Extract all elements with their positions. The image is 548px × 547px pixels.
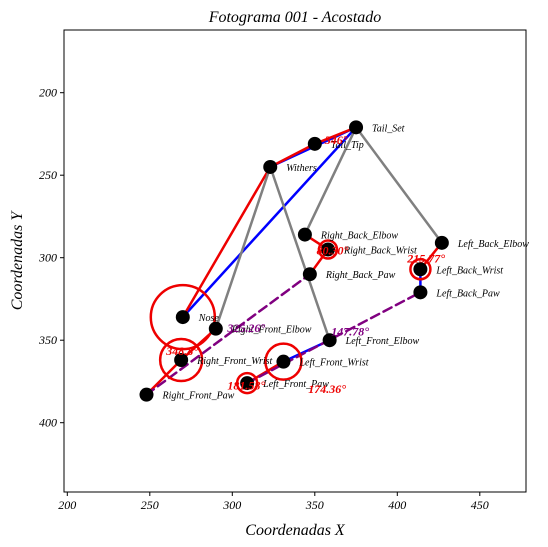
y-tick-label: 200: [39, 86, 57, 100]
connection-withers-left_front_elbow: [269, 165, 331, 342]
x-tick-label: 400: [388, 498, 406, 512]
angle-label-tail_tip: 346°: [324, 133, 348, 147]
keypoint-left_front_elbow: [322, 333, 337, 348]
keypoint-label-right_front_wrist: Right_Front_Wrist: [196, 356, 272, 367]
x-axis-label: Coordenadas X: [245, 522, 346, 539]
connection-nose-tail_set: [181, 126, 358, 319]
keypoint-label-tail_tip: Tail_Tip: [331, 140, 364, 151]
angle-label-left_front_paw: 181.58°: [227, 379, 265, 393]
keypoint-left_front_wrist: [276, 354, 291, 369]
keypoint-tail_set: [349, 120, 364, 135]
y-axis-label: Coordenadas Y: [9, 210, 26, 311]
keypoint-label-withers: Withers: [286, 163, 317, 174]
angle-arc-nose: [149, 283, 217, 351]
y-tick-label: 350: [38, 333, 57, 347]
plot-frame: [63, 29, 527, 493]
keypoint-label-right_front_paw: Right_Front_Paw: [162, 391, 235, 402]
keypoint-left_front_paw: [240, 376, 255, 391]
keypoint-label-nose: Nose: [198, 313, 220, 324]
angle-label-left_front_elbow: 147.78°: [331, 324, 369, 338]
x-tick-label: 300: [222, 498, 241, 512]
keypoint-label-left_back_wrist: Left_Back_Wrist: [435, 265, 503, 276]
angle-arc-left_back_wrist: [409, 258, 432, 281]
angle-label-nose: 348.8°: [165, 344, 198, 358]
connection-tail_set-right_back_elbow: [303, 126, 358, 236]
x-axis-ticks: 200 250 300 350 400 450: [58, 492, 489, 512]
keypoint-label-left_back_paw: Left_Back_Paw: [435, 288, 500, 299]
keypoint-nose: [175, 310, 190, 325]
keypoint-label-tail_set: Tail_Set: [372, 123, 405, 134]
angle-arc-left_front_wrist: [264, 342, 303, 381]
angle-label-left_front_wrist: 174.36°: [308, 382, 346, 396]
keypoint-left_back_paw: [413, 285, 428, 300]
keypoint-right_back_wrist: [321, 242, 335, 257]
keypoint-right_front_wrist: [174, 353, 189, 367]
connection-withers-nose: [181, 165, 272, 319]
keypoint-label-left_front_paw: Left_Front_Paw: [262, 379, 329, 390]
keypoint-right_back_elbow: [297, 227, 312, 242]
keypoint-right_front_paw: [139, 387, 154, 402]
keypoint-right_back_paw: [302, 267, 317, 282]
keypoint-withers: [263, 159, 278, 174]
y-tick-label: 250: [39, 168, 57, 182]
keypoint-label-right_back_wrist: Right_Back_Wrist: [343, 245, 417, 256]
connection-tail_set-left_back_elbow: [354, 126, 444, 245]
keypoint-labels: Tail_Set Tail_Tip Withers Right_Back_Elbow R…: [162, 123, 530, 401]
x-tick-label: 450: [471, 498, 489, 512]
angle-labels: 348.8° 325.26° 147.78° 80.30° 215.77° 346° 181…: [165, 133, 445, 396]
keypoint-label-left_back_elbow: Left_Back_Elbow: [457, 239, 529, 250]
keypoint-label-left_front_wrist: Left_Front_Wrist: [298, 358, 368, 369]
keypoints: [139, 120, 449, 402]
angle-label-right_front_elbow: 325.26°: [226, 321, 265, 335]
keypoint-tail_tip: [307, 136, 322, 151]
angle-arc-right_back_wrist: [317, 239, 339, 260]
keypoint-label-right_front_elbow: Right_Front_Elbow: [231, 325, 312, 336]
connection-withers-right_front_elbow: [214, 165, 272, 330]
keypoint-left_back_wrist: [413, 262, 428, 277]
x-tick-label: 350: [305, 498, 324, 512]
y-axis-ticks: 200 250 300 350 400: [38, 86, 64, 430]
chart-title: Fotograma 001 - Acostado: [208, 9, 382, 26]
angle-arc-right_front_wrist: [158, 337, 204, 383]
x-tick-label: 250: [141, 498, 159, 512]
keypoint-right_front_elbow: [208, 321, 223, 336]
keypoint-left_back_elbow: [434, 235, 449, 250]
y-tick-label: 400: [39, 416, 57, 430]
angle-label-left_back_wrist: 215.77°: [406, 252, 445, 266]
keypoint-label-left_front_elbow: Left_Front_Elbow: [345, 336, 420, 347]
keypoint-label-right_back_paw: Right_Back_Paw: [325, 270, 396, 281]
angle-arcs: [149, 239, 432, 395]
y-tick-label: 300: [38, 251, 57, 265]
connection-right_front_paw-right_back_paw: [145, 272, 312, 396]
angle-label-right_back_wrist: 80.30°: [316, 243, 348, 257]
x-tick-label: 200: [58, 498, 76, 512]
keypoint-label-right_back_elbow: Right_Back_Elbow: [320, 231, 399, 242]
angle-arc-left_front_paw: [235, 371, 259, 395]
